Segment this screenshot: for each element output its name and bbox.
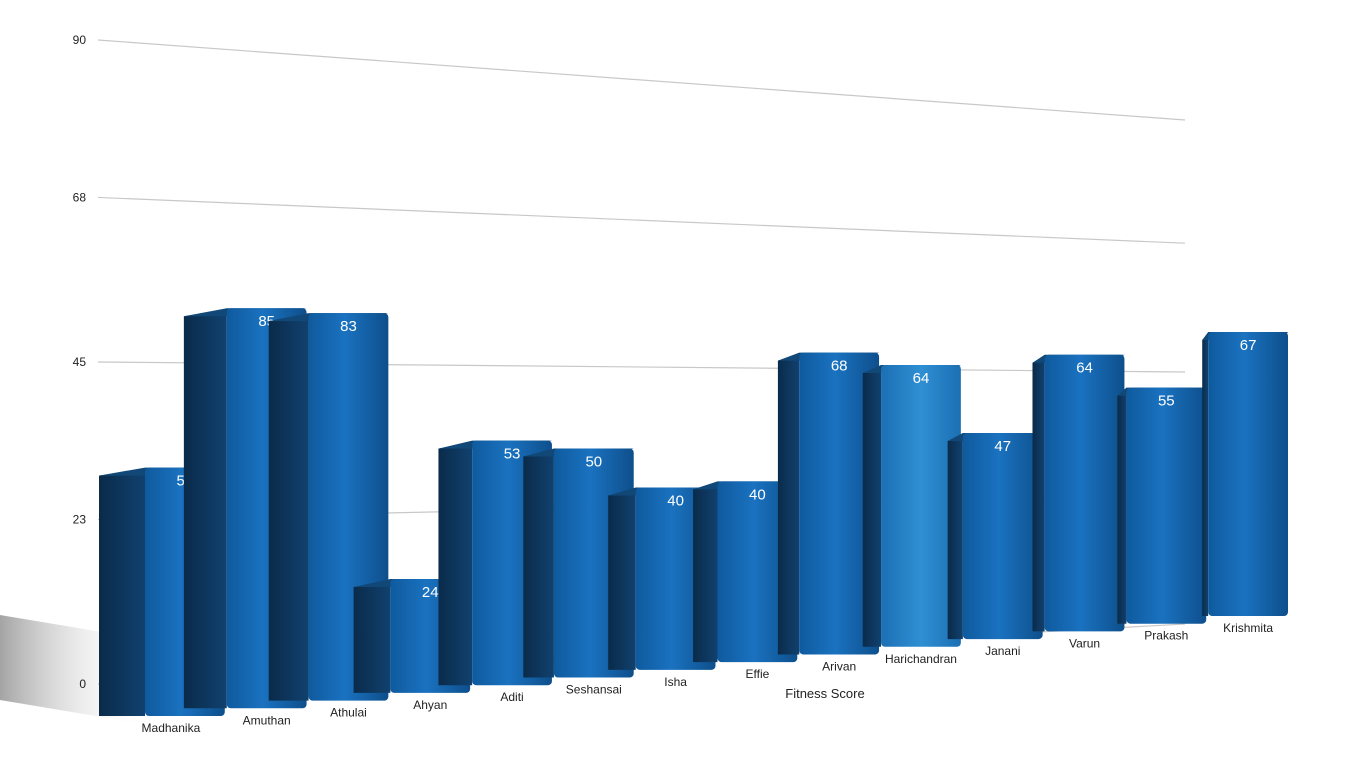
bar-side bbox=[608, 489, 636, 670]
x-tick-label-krishmita: Krishmita bbox=[1223, 621, 1273, 635]
bar-side bbox=[183, 310, 227, 709]
x-tick-label-aditi: Aditi bbox=[500, 690, 523, 704]
x-axis-label: Fitness Score bbox=[785, 686, 864, 701]
bar-front bbox=[1208, 331, 1288, 616]
bar-side bbox=[99, 469, 145, 716]
bar-side bbox=[438, 442, 473, 686]
x-tick-label-isha: Isha bbox=[664, 675, 687, 689]
y-tick-label-90: 90 bbox=[73, 33, 87, 47]
y-axis-tick-labels: 0 23 45 68 90 bbox=[73, 33, 87, 691]
bar-front bbox=[962, 432, 1043, 640]
bar-harichandran: 64 bbox=[862, 365, 961, 647]
bar-side bbox=[1032, 356, 1045, 632]
y-tick-label-68: 68 bbox=[73, 190, 87, 204]
bar-side bbox=[1202, 333, 1209, 616]
bar-front bbox=[881, 365, 961, 647]
bars: 5285832453504040686447645567 bbox=[99, 308, 1288, 716]
data-label-aditi: 53 bbox=[504, 446, 521, 463]
x-tick-label-effie: Effie bbox=[745, 667, 769, 681]
data-label-effie: 40 bbox=[749, 486, 766, 503]
x-tick-label-prakash: Prakash bbox=[1144, 629, 1188, 643]
bar-janani: 47 bbox=[947, 432, 1043, 640]
data-label-janani: 47 bbox=[994, 438, 1011, 455]
bar-side bbox=[777, 354, 800, 655]
data-label-athulai: 83 bbox=[340, 318, 357, 335]
bar-side bbox=[353, 581, 391, 693]
x-tick-label-varun: Varun bbox=[1069, 636, 1100, 650]
x-tick-label-harichandran: Harichandran bbox=[885, 652, 957, 666]
x-tick-label-madhanika: Madhanika bbox=[142, 721, 201, 735]
bar-front bbox=[717, 481, 798, 663]
bar-front bbox=[799, 352, 880, 655]
y-tick-label-45: 45 bbox=[73, 355, 87, 369]
gridline-68 bbox=[97, 196, 1186, 244]
x-tick-label-ahyan: Ahyan bbox=[413, 698, 447, 712]
bar-side bbox=[1117, 389, 1127, 624]
x-tick-label-janani: Janani bbox=[985, 644, 1020, 658]
data-label-ahyan: 24 bbox=[422, 584, 439, 601]
y-tick-label-23: 23 bbox=[73, 512, 87, 526]
x-tick-label-amuthan: Amuthan bbox=[243, 713, 291, 727]
x-axis-tick-labels: Madhanika Amuthan Athulai Ahyan Aditi Seshans… bbox=[142, 621, 1274, 735]
bar-front bbox=[1126, 387, 1207, 624]
data-label-harichandran: 64 bbox=[913, 370, 930, 387]
data-label-isha: 40 bbox=[667, 492, 684, 509]
x-tick-label-athulai: Athulai bbox=[330, 706, 367, 720]
bar-side bbox=[862, 367, 882, 647]
gridline-90 bbox=[97, 39, 1186, 121]
data-label-varun: 64 bbox=[1076, 360, 1093, 377]
bar-side bbox=[947, 434, 963, 640]
x-tick-label-arivan: Arivan bbox=[822, 659, 856, 673]
data-label-seshansai: 50 bbox=[585, 454, 602, 471]
bar-front bbox=[1044, 354, 1125, 632]
x-tick-label-seshansai: Seshansai bbox=[566, 683, 622, 697]
bar-arivan: 68 bbox=[777, 352, 880, 655]
data-label-prakash: 55 bbox=[1158, 393, 1175, 410]
bar-effie: 40 bbox=[693, 481, 798, 663]
data-label-arivan: 68 bbox=[831, 358, 848, 375]
bar-side bbox=[523, 450, 554, 678]
bar-prakash: 55 bbox=[1117, 387, 1207, 624]
y-tick-label-0: 0 bbox=[79, 677, 86, 691]
bar-side bbox=[268, 315, 309, 701]
bar-side bbox=[693, 483, 718, 663]
data-label-krishmita: 67 bbox=[1240, 337, 1257, 354]
bar-varun: 64 bbox=[1032, 354, 1125, 632]
bar-krishmita: 67 bbox=[1202, 331, 1288, 616]
